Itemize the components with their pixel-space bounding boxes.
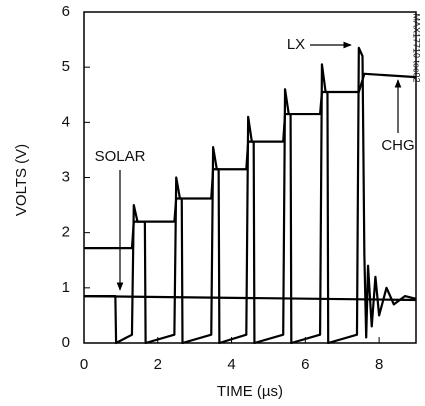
series-line	[83, 295, 417, 302]
y-tick-label: 3	[62, 168, 70, 185]
y-tick-label: 0	[62, 334, 70, 351]
y-axis-label: VOLTS (V)	[13, 144, 30, 216]
y-tick-label: 2	[62, 224, 70, 241]
figure-id: MAX17710 toc02	[412, 13, 422, 82]
x-tick-label: 0	[80, 356, 88, 373]
x-tick-label: 4	[227, 356, 235, 373]
y-tick-label: 1	[62, 279, 70, 296]
y-tick-label: 6	[62, 3, 70, 20]
x-tick-label: 8	[375, 356, 383, 373]
y-tick-label: 5	[62, 58, 70, 75]
series-line	[84, 46, 417, 345]
x-tick-label: 6	[301, 356, 309, 373]
series-label: CHG	[381, 137, 414, 154]
x-tick-label: 2	[154, 356, 162, 373]
x-axis-label: TIME (µs)	[217, 383, 283, 400]
series-label: SOLAR	[95, 148, 146, 165]
series-label: LX	[287, 36, 305, 53]
y-tick-label: 4	[62, 113, 70, 130]
series-line	[84, 72, 417, 250]
